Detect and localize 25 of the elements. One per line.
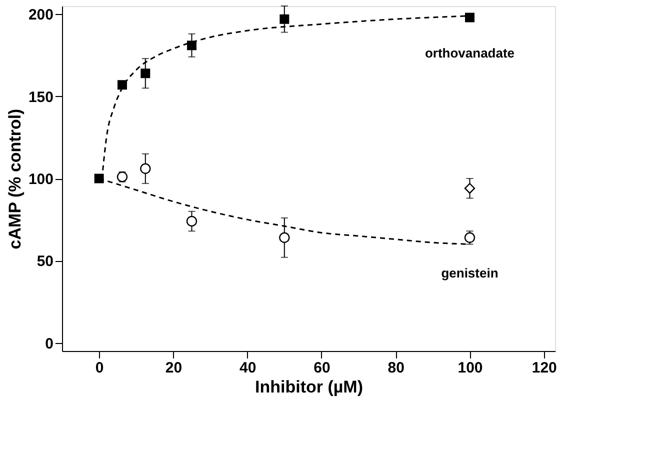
point <box>140 163 151 174</box>
point <box>279 232 290 243</box>
point <box>280 14 290 24</box>
point <box>186 216 198 227</box>
y-tick-label: 100 <box>28 171 54 188</box>
point <box>140 68 150 78</box>
x-tick-label: 20 <box>165 360 182 376</box>
x-axis-title: Inhibitor (µM) <box>255 378 363 396</box>
x-tick-label: 40 <box>239 360 256 376</box>
x-tick-label: 80 <box>388 360 404 376</box>
y-tick-label: 200 <box>28 6 54 24</box>
y-tick-label: 50 <box>36 253 54 270</box>
x-tick-label: 60 <box>314 360 330 376</box>
point <box>117 80 127 90</box>
text: orthovanadate <box>424 46 515 60</box>
point <box>186 40 196 50</box>
text: genistein <box>441 266 498 281</box>
point <box>465 12 474 22</box>
y-axis-title: cAMP (% control) <box>5 108 24 250</box>
y-tick-label: 0 <box>45 335 54 352</box>
x-tick-label: 120 <box>532 360 557 376</box>
point <box>464 183 476 194</box>
x-tick-label: 100 <box>458 360 483 376</box>
x-tick-label: 0 <box>95 360 104 376</box>
y-tick-label: 150 <box>28 88 54 106</box>
